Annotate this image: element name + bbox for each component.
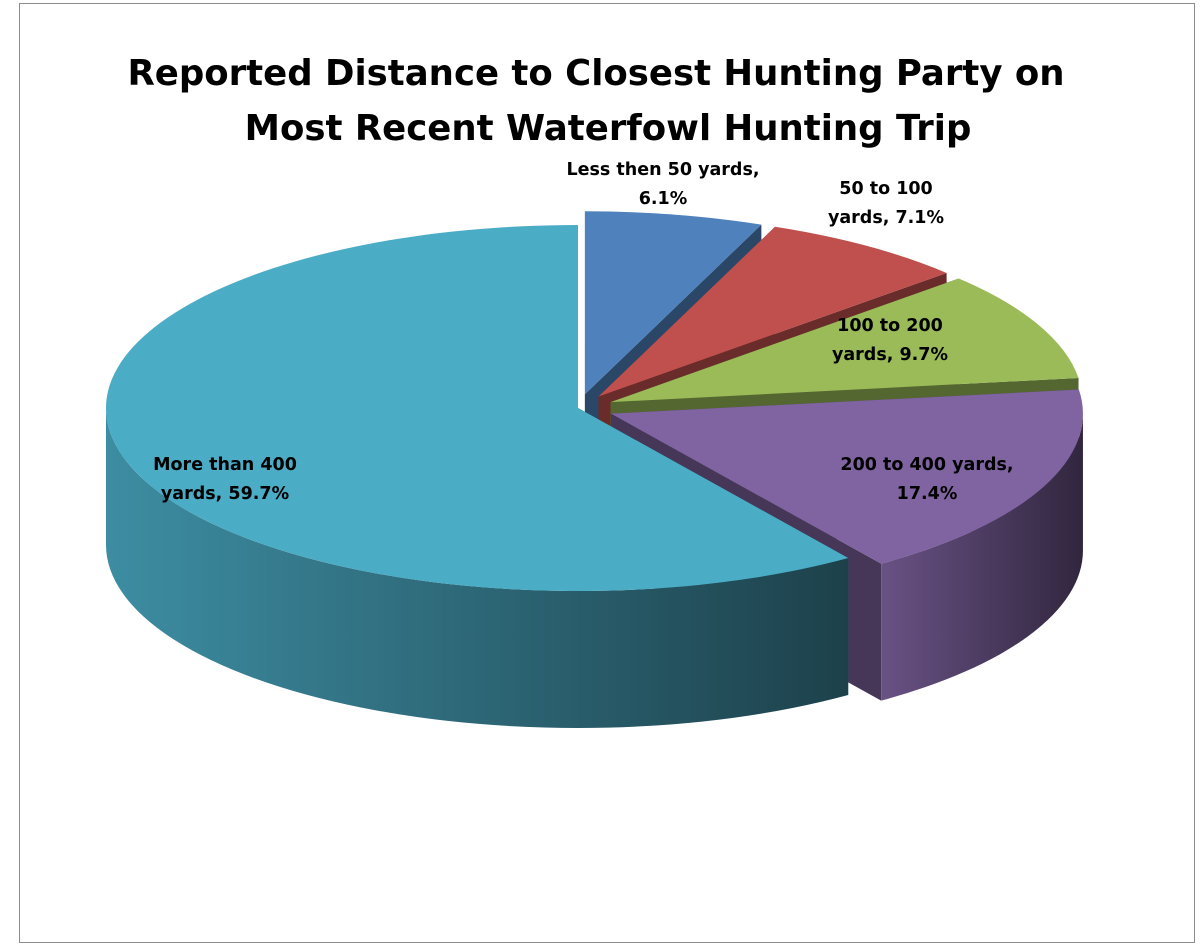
chart-title-line-2: Most Recent Waterfowl Hunting Trip (245, 108, 972, 149)
pie-slices (105, 211, 1083, 728)
data-label-1-line-1: yards, 7.1% (828, 208, 944, 228)
slice-top-0 (584, 211, 762, 395)
data-label-2-line-0: 100 to 200 (837, 316, 943, 336)
data-label-3-line-1: 17.4% (897, 484, 958, 504)
slice-top-3 (610, 389, 1083, 564)
slice-side-4-0 (105, 408, 849, 728)
slice-top-2 (610, 278, 1079, 403)
data-label-4-line-1: yards, 59.7% (161, 484, 289, 504)
slice-top-1 (598, 226, 947, 397)
data-label-1-line-0: 50 to 100 (839, 179, 932, 199)
data-label-0-line-0: Less then 50 yards, (566, 160, 759, 180)
data-labels: Less then 50 yards, 6.1% 50 to 100 yards, 7… (153, 160, 1013, 504)
data-label-0-line-1: 6.1% (639, 189, 688, 209)
data-label-2-line-1: yards, 9.7% (832, 345, 948, 365)
chart-title-line-1: Reported Distance to Closest Hunting Par… (127, 53, 1064, 94)
slice-side-3-0 (881, 413, 1083, 701)
slice-top-4 (105, 225, 849, 591)
data-label-3-line-0: 200 to 400 yards, (840, 455, 1013, 475)
data-label-4-line-0: More than 400 (153, 455, 297, 475)
